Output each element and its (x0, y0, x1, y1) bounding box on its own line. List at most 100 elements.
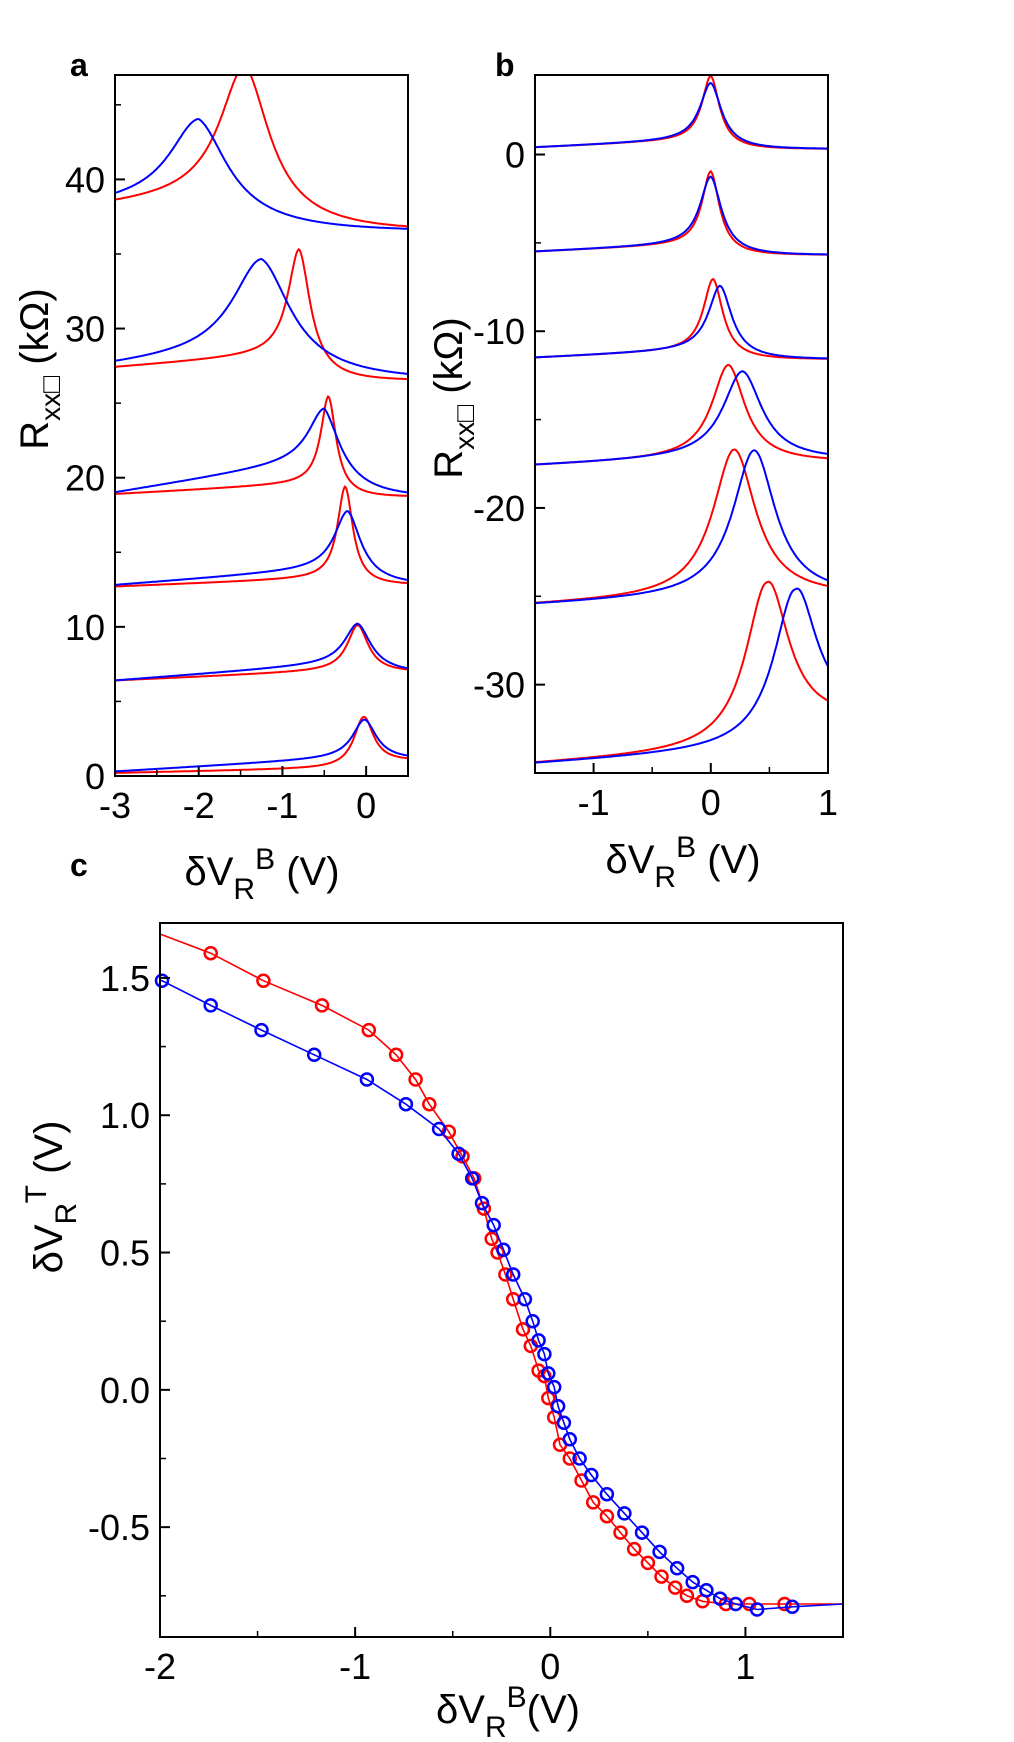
blue-data-point (525, 1313, 540, 1329)
blue-data-point (546, 1379, 562, 1395)
red-data-point (599, 1508, 615, 1524)
panel-c-axes: -2 -1 0 1 -0.5 0.0 0.5 1.0 1.5 (88, 922, 844, 1687)
x-tick-label: -1 (578, 782, 610, 823)
blue-curve (114, 718, 409, 773)
panel-c-chart: c -2 -1 0 1 -0.5 0.0 0.5 1.0 1.5 δVRB(V) δVRT (V… (20, 847, 844, 1742)
x-tick-label: 1 (735, 1646, 755, 1687)
blue-data-point (474, 1195, 490, 1211)
blue-data-point (562, 1432, 578, 1447)
red-data-point (361, 1022, 377, 1038)
red-curve (115, 394, 408, 497)
y-tick-label: -20 (473, 488, 525, 529)
blue-data-point (486, 1217, 501, 1233)
y-tick-label: -30 (473, 665, 525, 706)
panel-a-chart: a -3 -2 -1 0 0 10 20 30 40 δVRB (V) Rxx□ (kΩ) (13, 47, 409, 906)
red-data-point (515, 1322, 531, 1337)
blue-data-point (398, 1096, 414, 1112)
y-tick-label: 1.5 (100, 958, 150, 999)
x-tick-label: 0 (356, 785, 376, 826)
panel-b-curves (534, 74, 829, 764)
y-tick-label: 20 (65, 458, 105, 499)
red-curve (534, 580, 829, 764)
red-data-point (484, 1231, 499, 1247)
blue-data-point (203, 998, 218, 1013)
red-data-point (585, 1495, 601, 1510)
red-data-point (626, 1541, 642, 1557)
red-curve (535, 169, 829, 256)
plot-frame (114, 74, 409, 777)
blue-data-point (634, 1525, 650, 1540)
x-tick-label: 0 (701, 782, 721, 823)
panel-b-axes: -1 0 1-30-20-100 (473, 74, 838, 823)
red-data-point (422, 1096, 437, 1112)
x-tick-label: -2 (144, 1646, 176, 1687)
blue-data-point (517, 1291, 533, 1307)
red-data-point (613, 1525, 628, 1540)
red-data-point (541, 1390, 556, 1406)
red-curve (534, 448, 829, 604)
red-data-point (562, 1451, 578, 1466)
x-tick-label: 1 (818, 782, 838, 823)
blue-data-point (652, 1544, 667, 1560)
red-data-point (441, 1124, 457, 1139)
red-curve (114, 74, 409, 228)
x-tick-label: 0 (540, 1646, 560, 1687)
y-tick-label: 0.5 (100, 1233, 150, 1274)
red-curve (535, 74, 828, 150)
panel-c-x-axis-label: δVRB(V) (436, 1681, 580, 1742)
blue-curve (114, 407, 409, 494)
panel-a-curves (114, 74, 409, 774)
blue-data-point (464, 1171, 480, 1186)
blue-data-point (451, 1146, 466, 1161)
red-curve (534, 364, 829, 466)
y-tick-label: -0.5 (88, 1507, 150, 1548)
red-data-point (640, 1555, 656, 1571)
red-curve (114, 247, 409, 381)
blue-data-point (505, 1267, 521, 1282)
blue-data-point (572, 1451, 587, 1466)
blue-data-point (537, 1346, 552, 1362)
blue-data-point (584, 1467, 599, 1483)
blue-curve (114, 622, 409, 682)
blue-data-point (699, 1583, 714, 1598)
blue-data-point (712, 1591, 728, 1606)
blue-curve (535, 175, 828, 256)
red-data-point (314, 998, 330, 1013)
x-tick-label: -3 (99, 785, 131, 826)
blue-curve (114, 117, 408, 230)
y-tick-label: 0.0 (100, 1370, 150, 1411)
blue-data-point (254, 1022, 269, 1038)
panel-a-y-axis-label: Rxx□ (kΩ) (13, 288, 66, 449)
panel-b-label: b (495, 47, 515, 83)
x-tick-label: -2 (183, 785, 215, 826)
red-curve (115, 715, 409, 774)
blue-curve (114, 257, 409, 375)
blue-data-point (306, 1047, 322, 1063)
blue-data-point (617, 1506, 632, 1521)
blue-curve (535, 449, 829, 605)
red-data-point (679, 1588, 695, 1604)
blue-data-point (685, 1574, 700, 1590)
blue-data-point (541, 1366, 556, 1381)
panel-a-x-axis-label: δVRB (V) (184, 843, 339, 906)
blue-data-point (728, 1596, 743, 1612)
red-curve (115, 485, 409, 588)
y-tick-label: 30 (65, 309, 105, 350)
y-tick-label: 10 (65, 607, 105, 648)
blue-data-point (556, 1415, 572, 1431)
blue-data-point (669, 1561, 685, 1576)
red-data-point (654, 1569, 669, 1584)
plot-frame (534, 74, 829, 774)
red-data-point (777, 1596, 792, 1612)
red-data-point (388, 1047, 404, 1063)
red-data-point (667, 1580, 683, 1595)
blue-data-point (531, 1333, 546, 1348)
red-data-point (498, 1267, 513, 1282)
y-tick-label: 0 (505, 135, 525, 176)
blue-data-point (496, 1242, 511, 1258)
blue-data-point (749, 1602, 765, 1617)
blue-curve (534, 284, 828, 360)
red-data-point (256, 973, 271, 988)
x-tick-label: -1 (339, 1646, 371, 1687)
